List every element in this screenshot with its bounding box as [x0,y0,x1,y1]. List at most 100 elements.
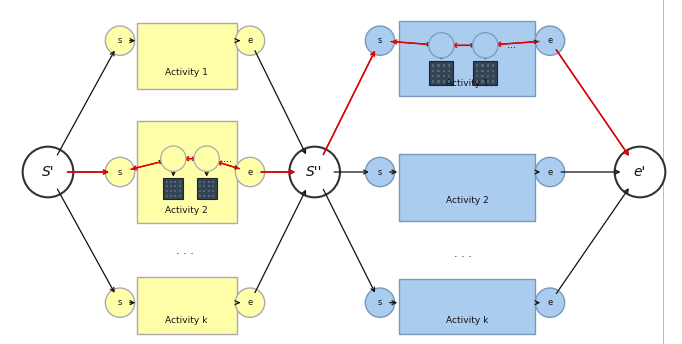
Bar [208,190,210,192]
Circle shape [614,147,666,197]
Circle shape [161,146,186,171]
Circle shape [235,288,265,317]
Bar [437,80,440,83]
Text: e: e [548,36,552,45]
Text: · · ·: · · · [177,249,194,259]
Bar [448,64,450,67]
Circle shape [235,26,265,55]
Bar [443,64,445,67]
Bar [443,80,445,83]
Text: Activity 2: Activity 2 [165,206,208,215]
Circle shape [535,157,565,187]
Bar [492,69,494,72]
Bar [487,64,489,67]
Bar [208,185,210,187]
Text: ...: ... [224,154,233,164]
Circle shape [23,147,74,197]
Bar [476,64,478,67]
Bar [179,190,181,192]
Bar [448,75,450,77]
Bar [199,185,201,187]
Text: Activity 1: Activity 1 [445,79,488,88]
Text: e: e [248,36,252,45]
Bar [179,195,181,197]
Bar [437,64,440,67]
Bar [163,178,183,199]
Bar [492,75,494,77]
Circle shape [473,33,498,58]
Circle shape [105,26,134,55]
Bar [443,69,445,72]
Text: ...: ... [507,40,516,50]
Bar [481,69,484,72]
Bar [208,181,210,183]
Bar [437,75,440,77]
Text: Activity 1: Activity 1 [165,68,208,77]
Bar [399,279,535,334]
Bar [430,61,454,85]
Text: · · ·: · · · [454,252,472,262]
Text: e: e [248,298,252,307]
Bar [203,185,205,187]
Text: s: s [118,36,122,45]
Circle shape [235,157,265,187]
Bar [166,190,168,192]
Bar [476,80,478,83]
Bar [203,195,205,197]
Bar [399,21,535,96]
Bar [203,190,205,192]
Bar [481,64,484,67]
Text: e: e [248,168,252,176]
Circle shape [535,288,565,317]
Bar [170,195,172,197]
Bar [166,181,168,183]
Bar [208,195,210,197]
Bar [166,195,168,197]
Bar [136,277,237,334]
Circle shape [429,33,454,58]
Bar [212,195,214,197]
Text: Activity k: Activity k [446,316,488,325]
Bar [399,154,535,221]
Bar [473,61,497,85]
Text: Activity 2: Activity 2 [445,196,488,205]
Bar [487,80,489,83]
Circle shape [366,288,395,317]
Circle shape [105,288,134,317]
Bar [212,181,214,183]
Bar [212,190,214,192]
Bar [432,75,434,77]
Text: e: e [548,168,552,176]
Text: e: e [548,298,552,307]
Text: s: s [378,298,382,307]
Bar [179,185,181,187]
Bar [481,75,484,77]
Circle shape [105,157,134,187]
Bar [175,190,177,192]
Bar [481,80,484,83]
Bar [487,75,489,77]
Bar [492,64,494,67]
Text: s: s [378,36,382,45]
Bar [476,69,478,72]
Bar [432,69,434,72]
Bar [175,195,177,197]
Bar [199,190,201,192]
Bar [199,181,201,183]
Bar [492,80,494,83]
Bar [437,69,440,72]
Bar [179,181,181,183]
Text: s: s [118,168,122,176]
Bar [196,178,217,199]
Text: s: s [118,298,122,307]
Text: s: s [378,168,382,176]
Bar [170,185,172,187]
Bar [448,69,450,72]
Bar [170,181,172,183]
Bar [432,64,434,67]
Bar [212,185,214,187]
Bar [487,69,489,72]
Bar [443,75,445,77]
Bar [448,80,450,83]
Bar [175,185,177,187]
